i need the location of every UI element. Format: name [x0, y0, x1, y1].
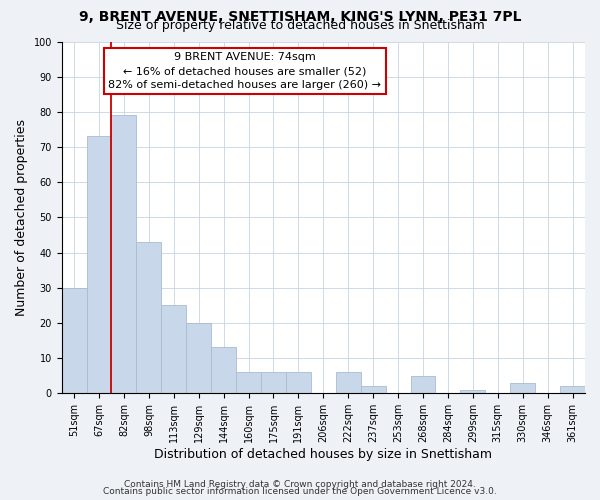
Bar — [211, 348, 236, 393]
Bar — [161, 306, 186, 393]
Bar — [460, 390, 485, 393]
Bar — [410, 376, 436, 393]
Bar — [560, 386, 585, 393]
Bar — [510, 382, 535, 393]
Bar — [336, 372, 361, 393]
Text: Size of property relative to detached houses in Snettisham: Size of property relative to detached ho… — [116, 18, 484, 32]
Bar — [286, 372, 311, 393]
Bar — [261, 372, 286, 393]
Text: 9, BRENT AVENUE, SNETTISHAM, KING'S LYNN, PE31 7PL: 9, BRENT AVENUE, SNETTISHAM, KING'S LYNN… — [79, 10, 521, 24]
Text: 9 BRENT AVENUE: 74sqm
← 16% of detached houses are smaller (52)
82% of semi-deta: 9 BRENT AVENUE: 74sqm ← 16% of detached … — [109, 52, 382, 90]
Bar — [62, 288, 86, 393]
Bar — [86, 136, 112, 393]
Text: Contains HM Land Registry data © Crown copyright and database right 2024.: Contains HM Land Registry data © Crown c… — [124, 480, 476, 489]
Bar — [236, 372, 261, 393]
Bar — [136, 242, 161, 393]
Bar — [112, 116, 136, 393]
Y-axis label: Number of detached properties: Number of detached properties — [15, 119, 28, 316]
Bar — [186, 323, 211, 393]
Text: Contains public sector information licensed under the Open Government Licence v3: Contains public sector information licen… — [103, 487, 497, 496]
Bar — [361, 386, 386, 393]
X-axis label: Distribution of detached houses by size in Snettisham: Distribution of detached houses by size … — [154, 448, 493, 461]
